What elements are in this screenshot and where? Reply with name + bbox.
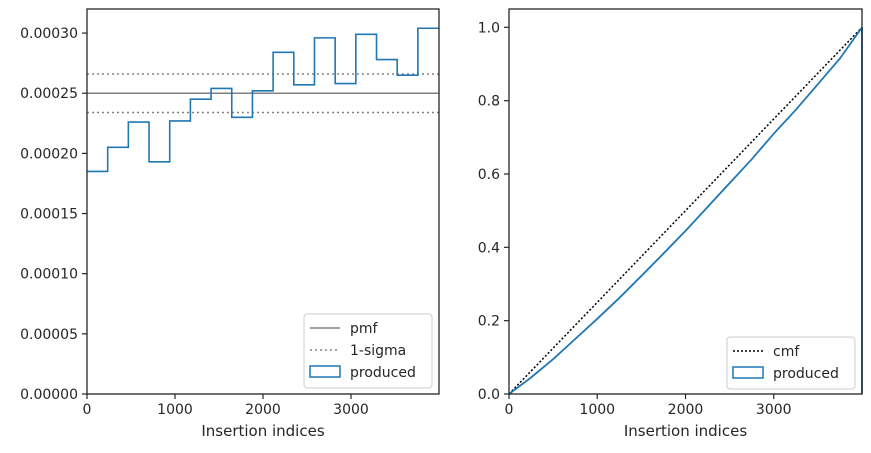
y-tick-label: 0.6 <box>478 167 500 183</box>
y-tick-label: 0.00015 <box>20 207 78 223</box>
axes-frame <box>508 8 863 395</box>
x-axis-label: Insertion indices <box>201 422 324 440</box>
y-tick-label: 0.0 <box>478 387 500 403</box>
legend-box <box>303 313 433 389</box>
produced-legend-label: produced <box>773 366 839 382</box>
x-axis-label: Insertion indices <box>624 422 747 440</box>
y-tick-label: 0.00000 <box>20 387 78 403</box>
right-chart-panel: 0 1000 2000 3000 0.0 0.2 0.4 0.6 0.8 1.0 Insertion… <box>478 8 863 440</box>
x-tick-label: 2000 <box>668 402 704 418</box>
x-tick-label: 3000 <box>333 402 369 418</box>
produced-legend-swatch <box>309 365 341 378</box>
pmf-legend-label: pmf <box>350 321 379 337</box>
y-tick-label: 0.00005 <box>20 327 78 343</box>
x-tick-label: 0 <box>505 402 514 418</box>
cmf-legend-label: cmf <box>773 344 800 360</box>
sigma-legend-label: 1-sigma <box>350 343 406 359</box>
legend-box <box>726 336 856 390</box>
y-tick-label: 0.8 <box>478 94 500 110</box>
y-tick-label: 0.00025 <box>20 86 78 102</box>
y-tick-label: 1.0 <box>478 20 500 36</box>
y-tick-label: 0.00030 <box>20 26 78 42</box>
x-tick-label: 1000 <box>157 402 193 418</box>
produced-cumulative-line <box>508 26 863 395</box>
produced-legend-swatch <box>732 366 764 379</box>
x-tick-label: 3000 <box>756 402 792 418</box>
cmf-line <box>508 26 863 395</box>
produced-histogram <box>87 27 439 173</box>
x-tick-label: 0 <box>83 402 92 418</box>
x-tick-label: 1000 <box>579 402 615 418</box>
y-tick-label: 0.00020 <box>20 146 78 162</box>
y-tick-label: 0.2 <box>478 314 500 330</box>
axes-frame <box>86 8 440 395</box>
x-tick-label: 2000 <box>245 402 281 418</box>
left-chart-panel: 0 1000 2000 3000 0.00000 0.00005 0.00010 0.0001… <box>20 8 440 440</box>
y-tick-label: 0.00010 <box>20 267 78 283</box>
y-tick-label: 0.4 <box>478 240 500 256</box>
produced-legend-label: produced <box>350 365 416 381</box>
